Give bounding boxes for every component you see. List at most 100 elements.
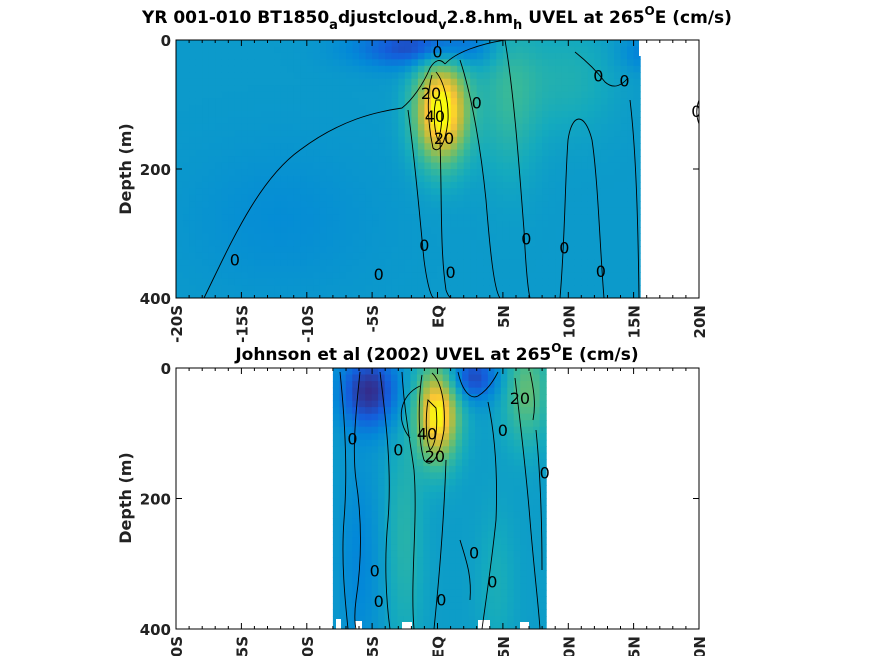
- heatmap-cell: [403, 478, 411, 486]
- heatmap-cell: [555, 46, 563, 54]
- heatmap-cell: [293, 117, 301, 125]
- heatmap-cell: [574, 194, 582, 202]
- heatmap-cell: [416, 465, 424, 473]
- heatmap-cell: [378, 622, 386, 629]
- heatmap-cell: [594, 65, 602, 73]
- heatmap-cell: [403, 609, 411, 617]
- heatmap-cell: [339, 394, 347, 402]
- heatmap-cell: [404, 156, 412, 164]
- heatmap-cell: [614, 123, 622, 131]
- heatmap-cell: [378, 46, 386, 54]
- heatmap-cell: [507, 413, 515, 421]
- heatmap-cell: [568, 65, 576, 73]
- heatmap-cell: [287, 40, 295, 48]
- heatmap-cell: [507, 557, 515, 565]
- heatmap-cell: [384, 576, 392, 584]
- heatmap-cell: [254, 246, 262, 254]
- heatmap-cell: [476, 175, 484, 183]
- heatmap-cell: [424, 259, 432, 267]
- heatmap-cell: [476, 220, 484, 228]
- heatmap-cell: [500, 420, 508, 428]
- heatmap-cell: [365, 485, 373, 493]
- heatmap-cell: [533, 439, 541, 447]
- heatmap-cell: [455, 511, 463, 519]
- heatmap-cell: [280, 246, 288, 254]
- heatmap-cell: [287, 175, 295, 183]
- heatmap-cell: [234, 52, 242, 60]
- velocity-field-bottom: [332, 368, 547, 629]
- heatmap-cell: [365, 149, 373, 157]
- heatmap-cell: [359, 85, 367, 93]
- heatmap-cell: [539, 439, 547, 447]
- heatmap-cell: [215, 40, 223, 48]
- heatmap-cell: [487, 602, 495, 610]
- heatmap-cell: [470, 227, 478, 235]
- heatmap-cell: [372, 111, 380, 118]
- heatmap-cell: [261, 194, 269, 202]
- heatmap-cell: [234, 252, 242, 260]
- heatmap-cell: [444, 91, 452, 99]
- heatmap-cell: [352, 265, 360, 273]
- heatmap-cell: [429, 452, 437, 460]
- heatmap-cell: [261, 220, 269, 228]
- heatmap-cell: [416, 407, 424, 415]
- heatmap-cell: [539, 394, 547, 402]
- heatmap-cell: [442, 492, 450, 500]
- heatmap-cell: [287, 143, 295, 151]
- heatmap-cell: [449, 426, 457, 434]
- heatmap-cell: [306, 227, 314, 235]
- heatmap-cell: [326, 143, 334, 151]
- heatmap-cell: [234, 117, 242, 125]
- heatmap-cell: [241, 156, 249, 164]
- heatmap-cell: [378, 233, 386, 241]
- heatmap-cell: [300, 149, 308, 157]
- heatmap-cell: [509, 136, 517, 144]
- heatmap-cell: [359, 175, 367, 183]
- missing-data-mask: [639, 40, 646, 56]
- heatmap-cell: [417, 143, 425, 151]
- heatmap-cell: [378, 201, 386, 209]
- heatmap-cell: [520, 589, 528, 597]
- heatmap-cell: [481, 505, 489, 513]
- heatmap-cell: [489, 111, 497, 118]
- heatmap-cell: [410, 368, 418, 376]
- heatmap-cell: [468, 485, 476, 493]
- heatmap-cell: [241, 111, 249, 118]
- heatmap-cell: [195, 291, 203, 298]
- heatmap-cell: [607, 285, 615, 293]
- heatmap-cell: [274, 227, 282, 235]
- heatmap-cell: [516, 272, 524, 280]
- heatmap-cell: [346, 46, 354, 54]
- heatmap-cell: [436, 439, 444, 447]
- heatmap-cell: [293, 272, 301, 280]
- heatmap-cell: [202, 52, 210, 60]
- heatmap-cell: [449, 465, 457, 473]
- heatmap-cell: [189, 278, 197, 286]
- contour-label: 0: [619, 72, 629, 91]
- heatmap-cell: [444, 220, 452, 228]
- heatmap-cell: [326, 201, 334, 209]
- heatmap-cell: [352, 181, 360, 189]
- heatmap-cell: [195, 278, 203, 286]
- heatmap-cell: [561, 169, 569, 177]
- heatmap-cell: [607, 194, 615, 202]
- heatmap-cell: [561, 72, 569, 80]
- heatmap-cell: [476, 169, 484, 177]
- heatmap-cell: [436, 492, 444, 500]
- heatmap-cell: [416, 394, 424, 402]
- heatmap-cell: [529, 207, 537, 215]
- heatmap-cell: [483, 91, 491, 99]
- heatmap-cell: [267, 240, 275, 247]
- heatmap-cell: [352, 252, 360, 260]
- x-tick-label: 15N: [626, 305, 644, 338]
- heatmap-cell: [404, 188, 412, 196]
- heatmap-cell: [620, 252, 628, 260]
- heatmap-cell: [247, 78, 255, 86]
- heatmap-cell: [587, 117, 595, 125]
- heatmap-cell: [548, 246, 556, 254]
- heatmap-cell: [228, 246, 236, 254]
- heatmap-cell: [487, 472, 495, 480]
- heatmap-cell: [359, 130, 367, 138]
- heatmap-cell: [633, 91, 641, 99]
- heatmap-cell: [548, 220, 556, 228]
